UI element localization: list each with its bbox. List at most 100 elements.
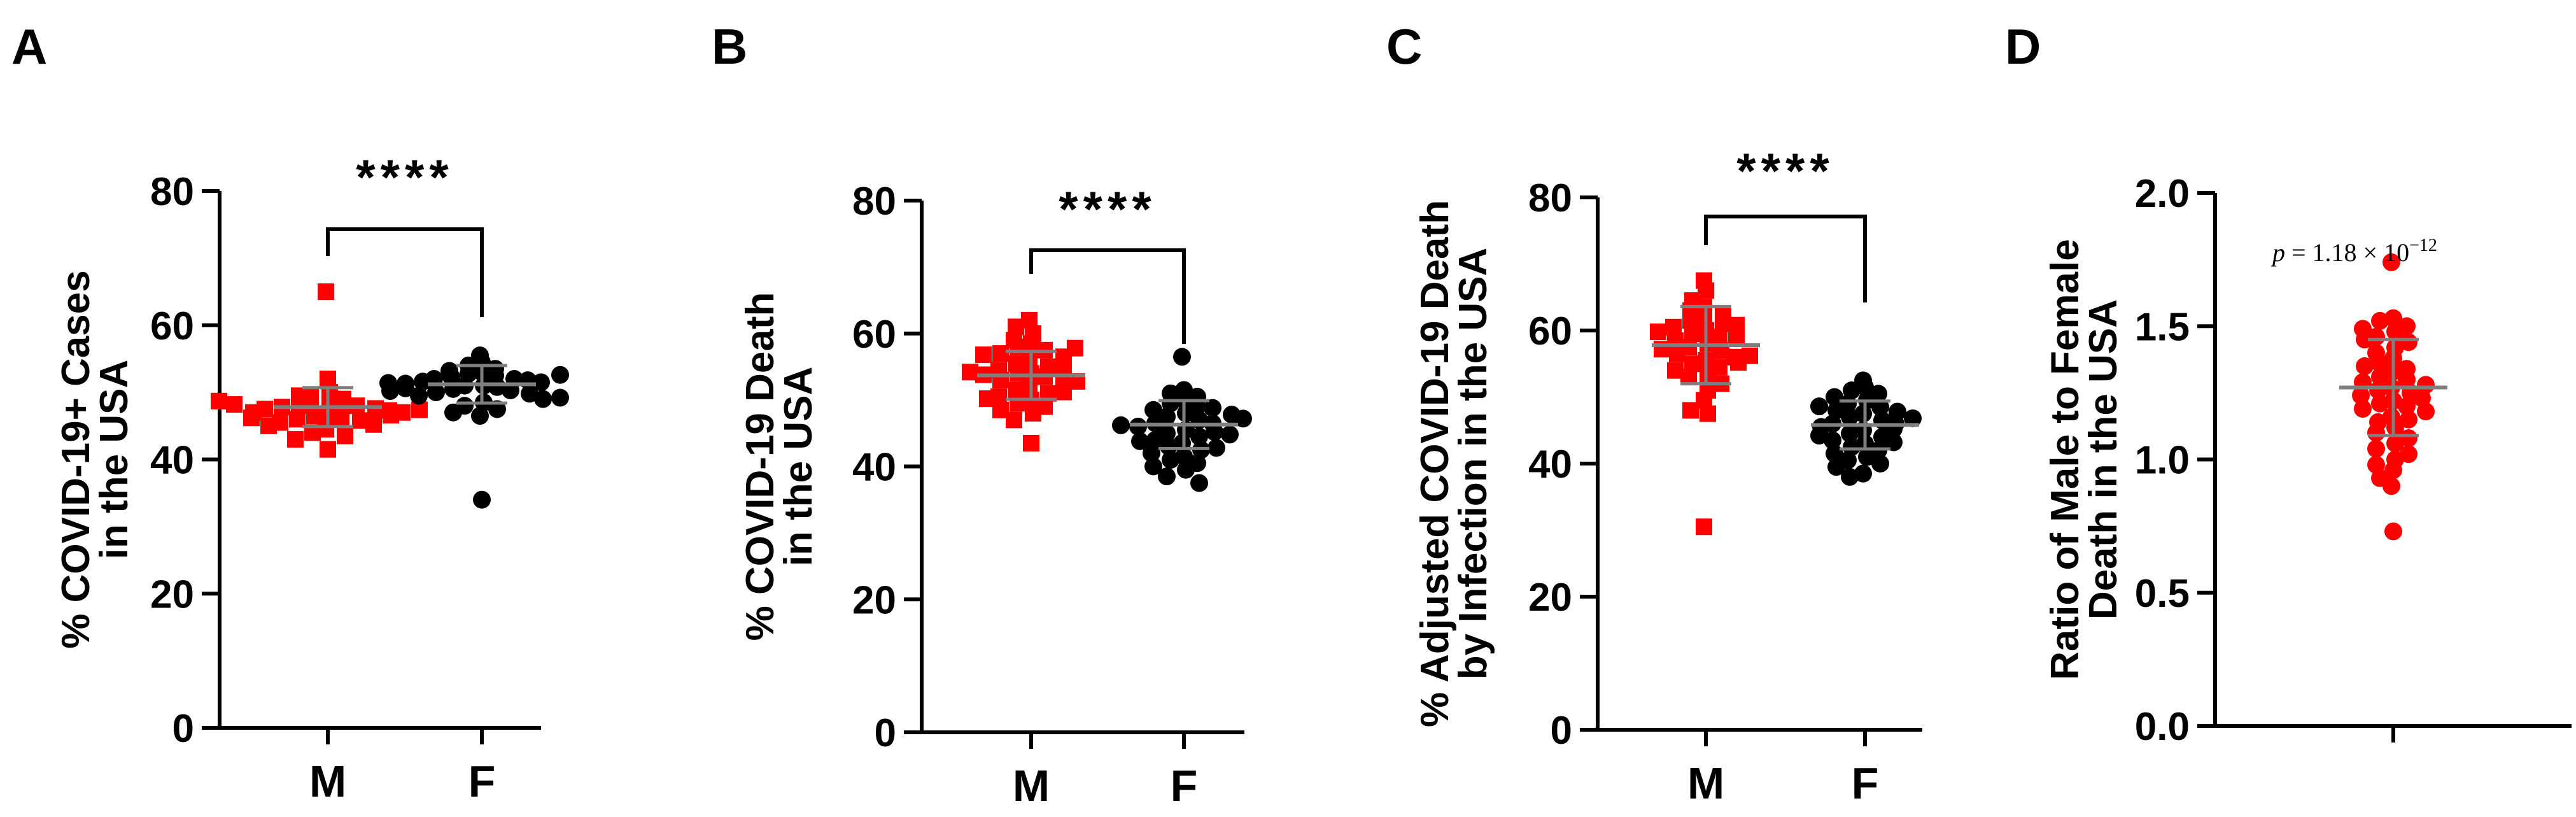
y-tick-label: 0 [1551, 709, 1572, 753]
data-point [1854, 464, 1872, 483]
x-category-label: F [468, 757, 496, 806]
data-point [1207, 439, 1225, 457]
data-point [365, 416, 382, 433]
data-point [2367, 423, 2385, 442]
y-tick-label: 0 [172, 707, 194, 751]
data-point [1730, 354, 1747, 371]
data-point [1144, 401, 1162, 419]
data-point [1143, 444, 1160, 462]
data-point [1190, 427, 1208, 446]
data-point [414, 373, 432, 391]
y-axis-label: in the USA [92, 360, 136, 559]
data-point [243, 409, 260, 427]
data-point [383, 406, 399, 423]
y-tick-label: 2.0 [2135, 172, 2190, 216]
data-point [2354, 399, 2372, 418]
data-point [2400, 410, 2418, 429]
data-point [1010, 395, 1026, 412]
data-point [1067, 339, 1083, 357]
data-point [1055, 383, 1072, 401]
y-tick-label: 0.5 [2135, 572, 2190, 616]
y-tick-label: 60 [852, 313, 896, 357]
data-point [2384, 461, 2402, 480]
data-point [1025, 405, 1041, 422]
y-tick-label: 80 [150, 170, 194, 214]
data-point [1158, 467, 1176, 486]
data-point [1177, 404, 1195, 422]
data-point [381, 382, 399, 401]
data-point [1129, 417, 1147, 436]
y-tick-label: 40 [1528, 443, 1572, 487]
data-point [1889, 402, 1906, 421]
y-tick-label: 0 [875, 711, 896, 755]
data-point [1112, 416, 1130, 434]
data-point [2371, 367, 2389, 386]
data-point [287, 430, 304, 448]
x-category-label: M [1013, 761, 1050, 811]
data-point [2386, 434, 2404, 453]
y-axis-label: Ratio of Male to Female [2043, 239, 2087, 679]
data-point [427, 383, 445, 402]
data-point [1055, 357, 1072, 374]
data-point [2382, 477, 2400, 495]
data-point [2386, 418, 2404, 437]
data-point [211, 392, 227, 409]
data-point [260, 417, 277, 434]
significance-bracket [1029, 248, 1186, 344]
y-tick-label: 60 [150, 304, 194, 348]
data-point [1206, 423, 1223, 441]
data-point [2400, 445, 2418, 464]
data-point [2384, 522, 2402, 541]
data-point [1682, 402, 1699, 419]
data-point [1826, 444, 1843, 463]
data-point [337, 427, 353, 444]
y-tick-label: 80 [852, 180, 896, 224]
data-point [473, 490, 491, 509]
data-point [1221, 425, 1239, 444]
data-point [2371, 354, 2389, 373]
y-axis-label: by Infection in the USA [1451, 248, 1495, 680]
panel-c: C 0 20 40 60 80 M F % Adjusted COVID-19 Deathby … [1386, 18, 1922, 808]
x-category-label: F [1852, 758, 1879, 808]
data-point [291, 387, 307, 404]
data-point [320, 441, 336, 458]
data-point [1669, 345, 1686, 362]
data-point [1728, 316, 1745, 334]
data-point [318, 283, 334, 301]
significance-stars: **** [1059, 181, 1156, 237]
data-point [1162, 451, 1179, 469]
data-point [962, 364, 978, 381]
data-point [551, 388, 569, 407]
y-tick-label: 20 [1528, 576, 1572, 620]
panel-d: D 0.0 0.5 1.0 1.5 2.0 Ratio of Male to FemaleD… [2005, 18, 2572, 749]
data-point [397, 379, 414, 397]
data-point [2400, 333, 2418, 352]
data-point [1023, 434, 1039, 451]
data-point [1696, 518, 1712, 536]
p-value-annotation: p = 1.18 × 10−12 [2270, 236, 2437, 267]
y-axis-label: in the USA [777, 367, 820, 566]
data-point [1173, 348, 1191, 366]
data-point [410, 387, 428, 405]
data-point [226, 396, 243, 413]
significance-stars: **** [1736, 143, 1834, 199]
y-axis-label: % COVID-19 Death [738, 292, 782, 641]
data-point [1841, 408, 1859, 426]
data-point [444, 403, 462, 422]
data-point [2384, 309, 2402, 327]
data-point [534, 390, 552, 408]
panel-letter: A [11, 18, 47, 75]
data-point [333, 409, 349, 426]
significance-bracket [1704, 215, 1867, 302]
panel-letter: C [1386, 18, 1422, 75]
data-point [1904, 409, 1922, 427]
data-point [992, 345, 1009, 362]
data-point [1871, 455, 1889, 472]
data-point [2352, 387, 2370, 405]
data-point [2367, 439, 2385, 458]
data-point [2382, 253, 2400, 271]
data-point [1175, 447, 1193, 465]
significance-bracket [326, 227, 484, 317]
